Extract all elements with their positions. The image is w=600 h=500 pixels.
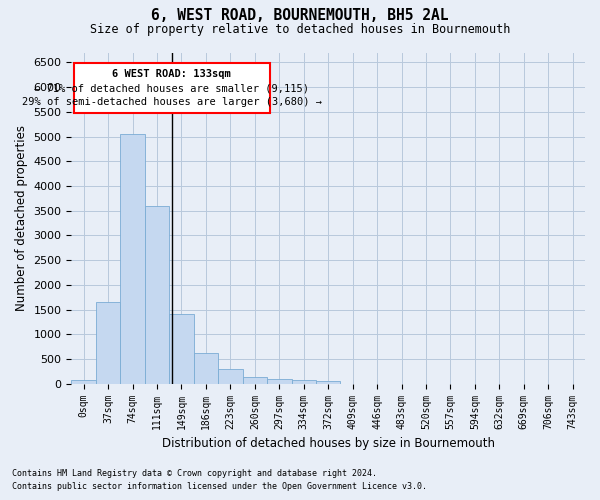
Bar [194, 354, 218, 384]
Text: 6, WEST ROAD, BOURNEMOUTH, BH5 2AL: 6, WEST ROAD, BOURNEMOUTH, BH5 2AL [151, 8, 449, 22]
Bar [169, 314, 194, 384]
Bar [267, 379, 292, 384]
Bar [121, 134, 145, 384]
Bar [96, 302, 121, 384]
Bar [71, 380, 96, 384]
Text: Size of property relative to detached houses in Bournemouth: Size of property relative to detached ho… [90, 22, 510, 36]
Bar [292, 380, 316, 384]
Text: Contains HM Land Registry data © Crown copyright and database right 2024.: Contains HM Land Registry data © Crown c… [12, 468, 377, 477]
X-axis label: Distribution of detached houses by size in Bournemouth: Distribution of detached houses by size … [162, 437, 495, 450]
Bar [242, 376, 267, 384]
Y-axis label: Number of detached properties: Number of detached properties [15, 125, 28, 311]
Bar [145, 206, 169, 384]
Text: 29% of semi-detached houses are larger (3,680) →: 29% of semi-detached houses are larger (… [22, 97, 322, 107]
Text: 6 WEST ROAD: 133sqm: 6 WEST ROAD: 133sqm [112, 70, 231, 80]
FancyBboxPatch shape [74, 64, 269, 113]
Bar [316, 381, 340, 384]
Text: Contains public sector information licensed under the Open Government Licence v3: Contains public sector information licen… [12, 482, 427, 491]
Text: ← 71% of detached houses are smaller (9,115): ← 71% of detached houses are smaller (9,… [34, 83, 309, 93]
Bar [218, 370, 242, 384]
